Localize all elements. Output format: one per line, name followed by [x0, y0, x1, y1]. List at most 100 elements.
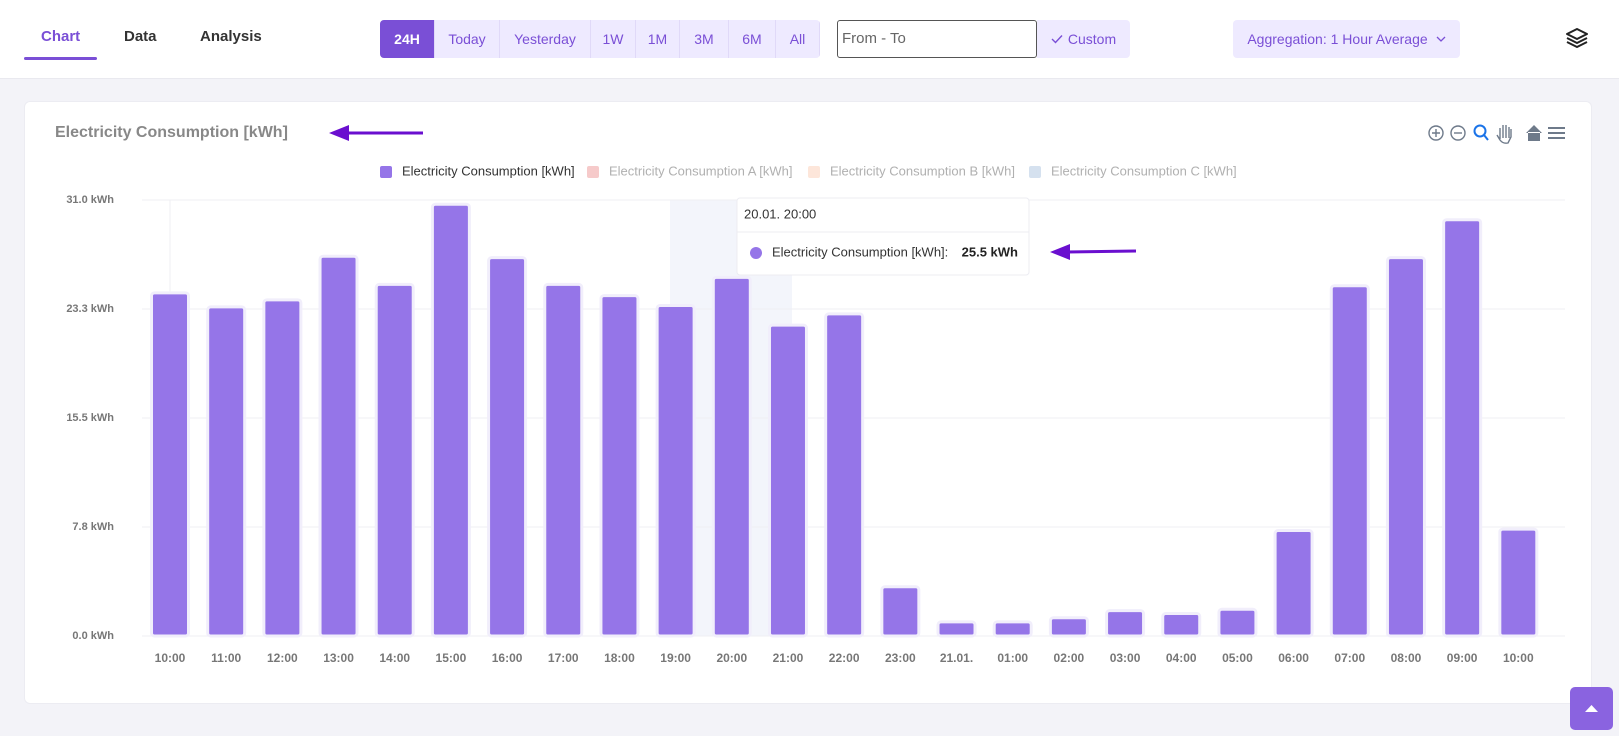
x-tick-label: 04:00	[1166, 651, 1197, 665]
x-tick-label: 18:00	[604, 651, 635, 665]
bar	[430, 202, 471, 638]
y-tick-label: 23.3 kWh	[66, 303, 114, 315]
custom-label: Custom	[1067, 31, 1117, 47]
bar	[374, 282, 415, 638]
bar	[1217, 607, 1258, 638]
tab[interactable]: Data	[124, 28, 157, 45]
tooltip-dot	[750, 247, 762, 259]
chart-title: Electricity Consumption [kWh]	[55, 124, 288, 141]
x-tick-label: 03:00	[1110, 651, 1141, 665]
range-button[interactable]: All	[776, 20, 820, 58]
y-tick-label: 15.5 kWh	[66, 412, 114, 424]
legend-label[interactable]: Electricity Consumption B [kWh]	[830, 163, 1015, 178]
chart-card: Electricity Consumption [kWh] Electricit…	[24, 101, 1592, 704]
bar	[599, 294, 640, 638]
legend-label[interactable]: Electricity Consumption A [kWh]	[609, 163, 793, 178]
home-icon[interactable]	[1526, 125, 1542, 141]
toolbar: Chart Data Analysis 24H Today Yesterday 1W 1M 3…	[0, 0, 1619, 79]
legend-swatch	[380, 166, 392, 178]
x-tick-label: 17:00	[548, 651, 579, 665]
bars	[150, 202, 1539, 638]
legend-swatch	[1029, 166, 1041, 178]
date-input[interactable]: From - To	[837, 20, 1037, 58]
x-tick-label: 23:00	[885, 651, 916, 665]
tooltip: 20.01. 20:00 Electricity Consumption [kW…	[736, 197, 1030, 276]
bar	[1442, 218, 1483, 638]
chart-toolbar	[1428, 124, 1565, 144]
chevron-icon	[1436, 36, 1446, 42]
x-tick-label: 19:00	[660, 651, 691, 665]
bar	[880, 585, 921, 638]
bar	[318, 254, 359, 638]
chart: Electricity Consumption [kWh] Electricit…	[55, 124, 1565, 665]
x-tick-label: 07:00	[1334, 651, 1365, 665]
up-icon	[1585, 705, 1598, 712]
menu-icon[interactable]	[1548, 127, 1565, 139]
legend-label[interactable]: Electricity Consumption C [kWh]	[1051, 163, 1237, 178]
tab[interactable]: Chart	[41, 28, 81, 45]
x-tick-label: 01:00	[997, 651, 1028, 665]
range-button[interactable]: Today	[435, 20, 500, 58]
y-tick-label: 31.0 kWh	[66, 194, 114, 206]
range-group: 24H Today Yesterday 1W 1M 3M 6M All	[380, 20, 820, 58]
aggregation-button[interactable]: Aggregation: 1 Hour Average	[1233, 20, 1460, 58]
layers-icon[interactable]	[1564, 26, 1590, 50]
aggregation-label: Aggregation: 1 Hour Average	[1247, 31, 1428, 47]
bar	[262, 298, 303, 638]
bar	[1048, 616, 1089, 638]
x-tick-label: 21.01.	[940, 651, 973, 665]
pan-icon[interactable]	[1496, 125, 1512, 144]
range-button[interactable]: 1W	[591, 20, 636, 58]
legend: Electricity Consumption [kWh] Electricity…	[380, 163, 1237, 178]
bar	[1273, 529, 1314, 638]
zoom-in-icon[interactable]	[1428, 125, 1444, 141]
x-tick-label: 08:00	[1391, 651, 1422, 665]
x-tick-label: 16:00	[492, 651, 523, 665]
range-button[interactable]: 24H	[380, 20, 435, 58]
legend-swatch	[587, 166, 599, 178]
y-tick-label: 7.8 kWh	[72, 521, 114, 533]
bar	[992, 620, 1033, 638]
x-tick-label: 20:00	[716, 651, 747, 665]
range-button[interactable]: 6M	[729, 20, 776, 58]
bar	[206, 305, 247, 638]
x-tick-label: 13:00	[323, 651, 354, 665]
bar	[655, 303, 696, 638]
x-tick-label: 11:00	[211, 651, 241, 665]
bar	[150, 291, 190, 638]
scroll-top-button[interactable]	[1570, 687, 1613, 730]
tooltip-title: 20.01. 20:00	[744, 206, 816, 221]
bar	[1105, 609, 1146, 638]
bar	[543, 282, 584, 638]
zoom-select-icon[interactable]	[1473, 124, 1489, 141]
y-tick-label: 0.0 kWh	[72, 630, 114, 642]
custom-button[interactable]: Custom	[1037, 20, 1130, 58]
bar	[711, 275, 752, 638]
bar	[1385, 256, 1426, 638]
x-tick-label: 15:00	[436, 651, 467, 665]
x-tick-label: 10:00	[155, 651, 186, 665]
range-button[interactable]: 3M	[680, 20, 729, 58]
x-tick-label: 22:00	[829, 651, 860, 665]
range-button[interactable]: Yesterday	[500, 20, 591, 58]
x-tick-label: 21:00	[773, 651, 804, 665]
bar	[1329, 284, 1370, 638]
legend-swatch	[808, 166, 820, 178]
legend-label[interactable]: Electricity Consumption [kWh]	[402, 163, 575, 178]
bar	[487, 256, 528, 638]
tab[interactable]: Analysis	[200, 28, 262, 45]
annotation-arrow	[1050, 244, 1137, 260]
bar	[936, 620, 977, 638]
x-tick-label: 02:00	[1054, 651, 1085, 665]
x-tick-label: 09:00	[1447, 651, 1478, 665]
annotation-arrow	[329, 125, 423, 141]
bar	[1498, 527, 1539, 638]
zoom-out-icon[interactable]	[1450, 125, 1466, 141]
x-tick-label: 10:00	[1503, 651, 1534, 665]
tooltip-value: 25.5 kWh	[962, 244, 1018, 259]
bar	[767, 323, 808, 638]
tab-underline	[24, 57, 97, 60]
bar	[1161, 611, 1202, 638]
range-button[interactable]: 1M	[636, 20, 680, 58]
